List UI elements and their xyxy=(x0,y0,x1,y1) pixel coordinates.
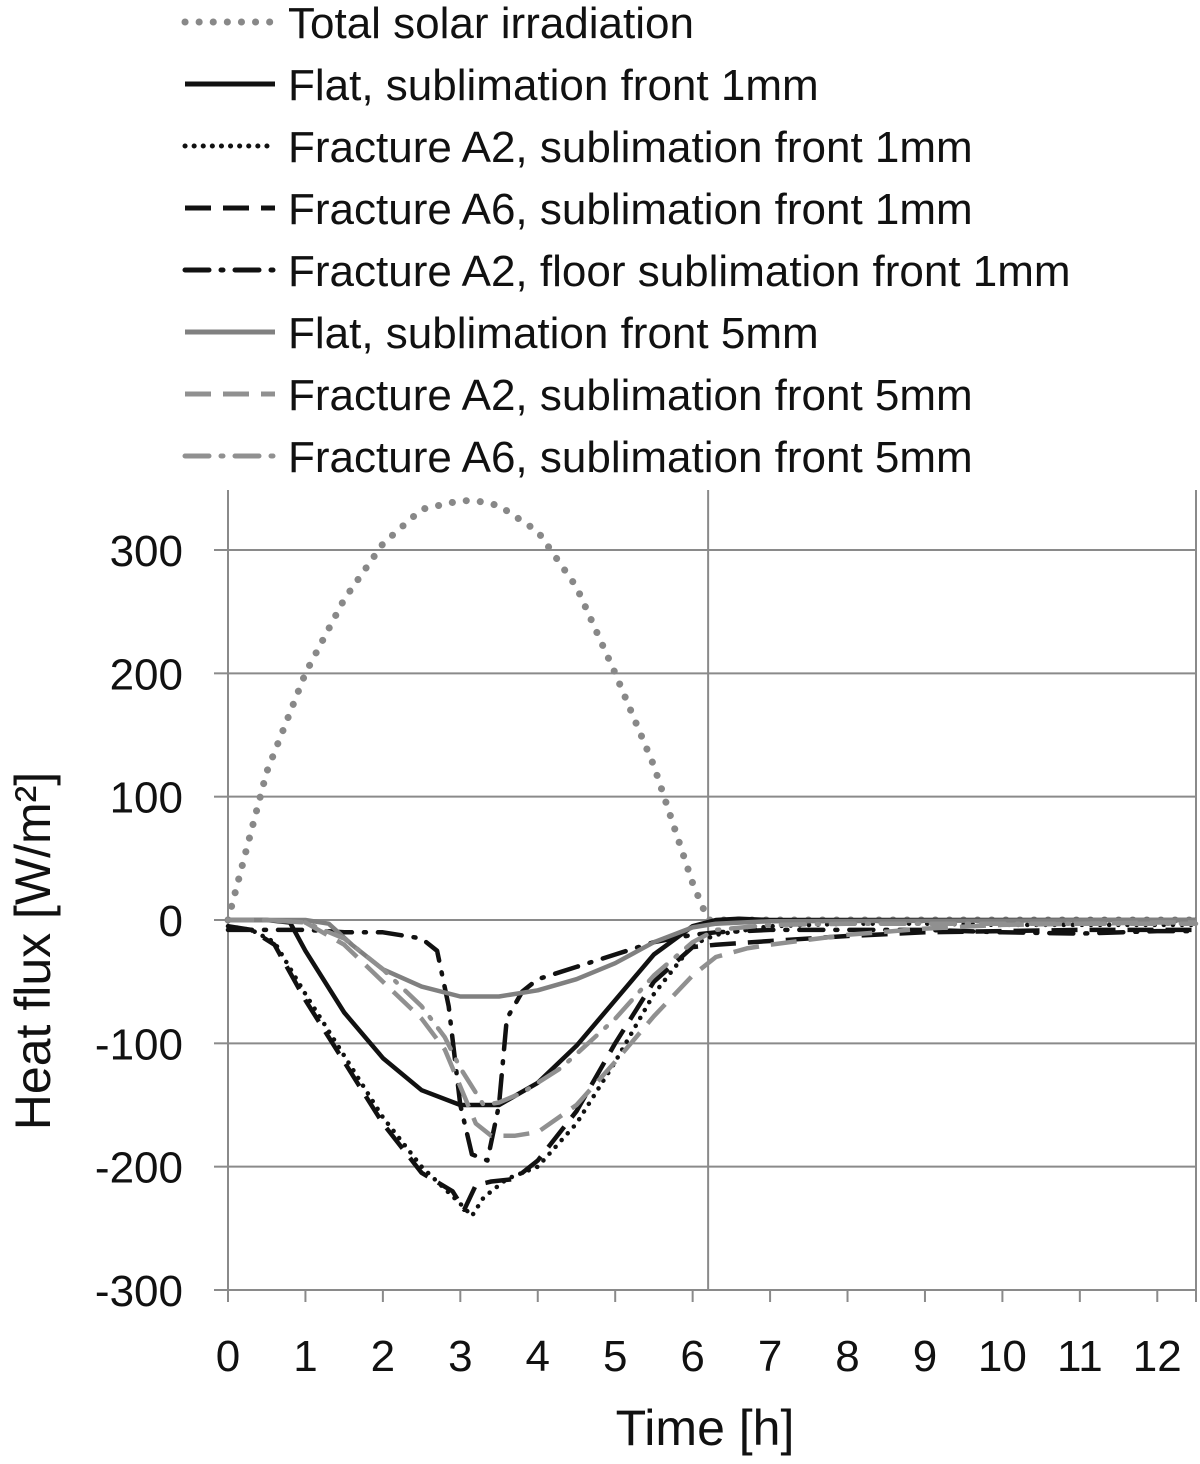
legend-label: Flat, sublimation front 1mm xyxy=(288,61,819,110)
legend-label: Fracture A6, sublimation front 1mm xyxy=(288,185,973,234)
x-tick-label: 7 xyxy=(758,1332,782,1381)
x-tick-label: 12 xyxy=(1133,1332,1182,1381)
x-axis-label: Time [h] xyxy=(616,1400,795,1456)
y-tick-label: 0 xyxy=(159,897,183,946)
legend-label: Fracture A2, floor sublimation front 1mm xyxy=(288,247,1071,296)
legend-label: Fracture A6, sublimation front 5mm xyxy=(288,433,973,482)
legend-label: Total solar irradiation xyxy=(288,0,694,48)
legend: Total solar irradiation Flat, sublimation… xyxy=(181,0,1071,482)
y-tick-label: -100 xyxy=(95,1020,183,1069)
series-line-6 xyxy=(228,917,1197,999)
series-line-1 xyxy=(224,497,1200,924)
x-tick-label: 5 xyxy=(603,1332,627,1381)
y-tick-label: 300 xyxy=(110,527,183,576)
series-line-8 xyxy=(225,917,1199,1108)
y-tick-label: 100 xyxy=(110,774,183,823)
y-axis-label: Heat flux [W/m²] xyxy=(5,772,61,1130)
grid xyxy=(227,490,1197,1291)
x-tick-label: 11 xyxy=(1057,1332,1103,1381)
series-line-3 xyxy=(225,921,1199,1219)
x-tick-label: 2 xyxy=(371,1332,395,1381)
series-line-4 xyxy=(227,923,1196,1213)
y-tick-label: -300 xyxy=(95,1267,183,1316)
series-lines xyxy=(224,497,1200,1219)
x-tick-label: 6 xyxy=(680,1332,704,1381)
series-line-7 xyxy=(228,917,1196,1139)
x-tick-label: 8 xyxy=(835,1332,859,1381)
x-tick-label: 3 xyxy=(448,1332,472,1381)
x-tick-label: 10 xyxy=(978,1332,1027,1381)
legend-label: Fracture A2, sublimation front 1mm xyxy=(288,123,973,172)
x-tick-label: 9 xyxy=(913,1332,937,1381)
y-tick-label: 200 xyxy=(110,650,183,699)
x-tick-label: 0 xyxy=(216,1332,240,1381)
x-tick-label: 4 xyxy=(526,1332,550,1381)
legend-label: Fracture A2, sublimation front 5mm xyxy=(288,371,973,420)
x-tick-label: 1 xyxy=(293,1332,317,1381)
legend-label: Flat, sublimation front 5mm xyxy=(288,309,819,358)
y-tick-label: -200 xyxy=(95,1144,183,1193)
axes xyxy=(214,490,1197,1302)
